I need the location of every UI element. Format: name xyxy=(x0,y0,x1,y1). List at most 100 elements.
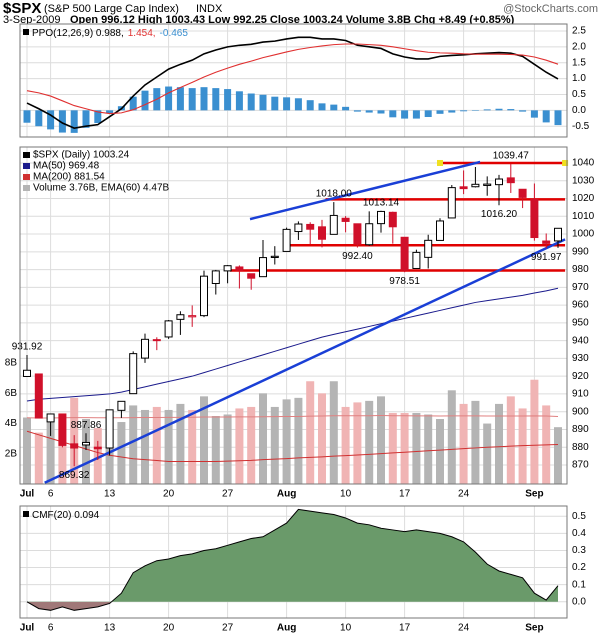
volume-bar xyxy=(117,422,126,484)
y-tick-label: 910 xyxy=(572,389,589,400)
histogram-bar xyxy=(519,110,527,112)
histogram-bar xyxy=(35,110,43,127)
y-tick-label: 1000 xyxy=(572,229,595,240)
y-tick-label: 890 xyxy=(572,424,589,435)
candle-body xyxy=(318,226,326,240)
candle-body xyxy=(506,177,515,184)
candle-body xyxy=(447,187,456,219)
candle-body xyxy=(306,223,315,230)
quote: Open 996.12 High 1003.43 Low 992.25 Clos… xyxy=(70,14,515,26)
candle-body xyxy=(495,178,503,186)
volume-bar xyxy=(188,409,197,484)
histogram-bar xyxy=(377,110,385,114)
volume-bar xyxy=(235,408,244,484)
volume-bar xyxy=(506,396,515,484)
y-tick-label: 990 xyxy=(572,246,589,257)
annotation-line xyxy=(249,160,481,221)
legend-entry: 1.454, xyxy=(128,28,156,39)
histogram-bar xyxy=(165,86,173,111)
candle-body xyxy=(141,338,149,359)
histogram-bar xyxy=(224,89,232,111)
volume-bar xyxy=(34,432,43,484)
y-tick-label: 880 xyxy=(572,442,589,453)
candle-body xyxy=(152,339,161,342)
candle-body xyxy=(223,265,232,272)
volume-bar xyxy=(424,414,433,484)
series-line xyxy=(26,508,559,611)
candle-body xyxy=(259,257,267,278)
candle-body xyxy=(436,220,444,241)
histogram-bar xyxy=(495,108,503,111)
volume-bar xyxy=(259,393,267,484)
panel-bg xyxy=(20,24,567,137)
candle-body xyxy=(294,223,303,233)
volume-bar xyxy=(329,381,338,484)
x-tick-label: Sep xyxy=(525,489,543,500)
y-tick-label: -0.5 xyxy=(572,121,590,132)
y-tick-label: 1.0 xyxy=(572,73,586,84)
volume-bar xyxy=(318,393,326,484)
legend-swatch xyxy=(23,152,30,158)
legend-entry: CMF(20) 0.094 xyxy=(32,510,100,521)
x-tick-label: 10 xyxy=(340,623,352,634)
candle-body xyxy=(188,315,197,318)
volume-bar xyxy=(377,396,385,484)
histogram-bar xyxy=(436,110,444,114)
legend: PPO(12,26,9) 0.988, 1.454, -0.465 xyxy=(32,28,188,39)
candle-body xyxy=(471,183,480,188)
histogram-bar xyxy=(271,96,279,111)
candle-body xyxy=(459,186,468,190)
y-tick-label: 930 xyxy=(572,353,589,364)
y-tick-label: 0.0 xyxy=(572,105,586,116)
candle-body xyxy=(164,320,173,338)
histogram-bar xyxy=(530,110,538,118)
candle-body xyxy=(400,236,409,271)
y-tick-label: 980 xyxy=(572,264,589,275)
histogram-bar xyxy=(353,110,361,112)
histogram-bar xyxy=(424,110,432,118)
candle-body xyxy=(353,223,362,245)
histogram-bar xyxy=(389,110,397,118)
candle-body xyxy=(211,270,220,285)
histogram-bar xyxy=(94,110,102,124)
y-tick-label: 0.5 xyxy=(572,89,586,100)
volume-bar xyxy=(270,406,279,484)
y-tick-label: 1.5 xyxy=(572,57,586,68)
volume-bar xyxy=(58,412,67,484)
price-label: 869.32 xyxy=(59,470,90,481)
histogram-bar xyxy=(200,87,208,111)
candle-body xyxy=(70,443,79,449)
price-label: 887.86 xyxy=(71,420,102,431)
candle-body xyxy=(93,446,102,450)
histogram-bar xyxy=(306,100,314,111)
series-line xyxy=(26,430,559,462)
legend-entry: $SPX (Daily) 1003.24 xyxy=(33,150,130,161)
candle-body xyxy=(483,183,492,186)
legend-swatch xyxy=(23,511,29,517)
x-tick-label: 27 xyxy=(222,623,234,634)
x-tick-label: 27 xyxy=(222,489,234,500)
x-tick-label: 20 xyxy=(163,489,175,500)
y-tick-label: 0.0 xyxy=(572,596,586,607)
price-label: 991.97 xyxy=(531,252,562,263)
y-tick-label: 1020 xyxy=(572,193,595,204)
x-tick-label: 13 xyxy=(104,623,116,634)
legend: CMF(20) 0.094 xyxy=(32,510,100,521)
histogram-bar xyxy=(141,90,149,111)
volume-bar xyxy=(164,409,173,484)
index-name: (S&P 500 Large Cap Index) xyxy=(44,3,179,15)
candle-body xyxy=(388,211,397,228)
candle-body xyxy=(329,214,338,235)
panel-border xyxy=(19,146,568,485)
candle-body xyxy=(530,198,539,239)
legend-entry: MA(200) 881.54 xyxy=(33,172,105,183)
volume-bar xyxy=(282,399,291,484)
candle-body xyxy=(58,413,67,446)
x-tick-label: 24 xyxy=(458,623,470,634)
candle-body xyxy=(105,409,114,449)
histogram-bar xyxy=(542,110,550,123)
histogram-bar xyxy=(554,110,562,126)
volume-bar xyxy=(223,414,232,484)
legend-entry: -0.465 xyxy=(160,28,189,39)
volume-bar xyxy=(23,417,31,484)
